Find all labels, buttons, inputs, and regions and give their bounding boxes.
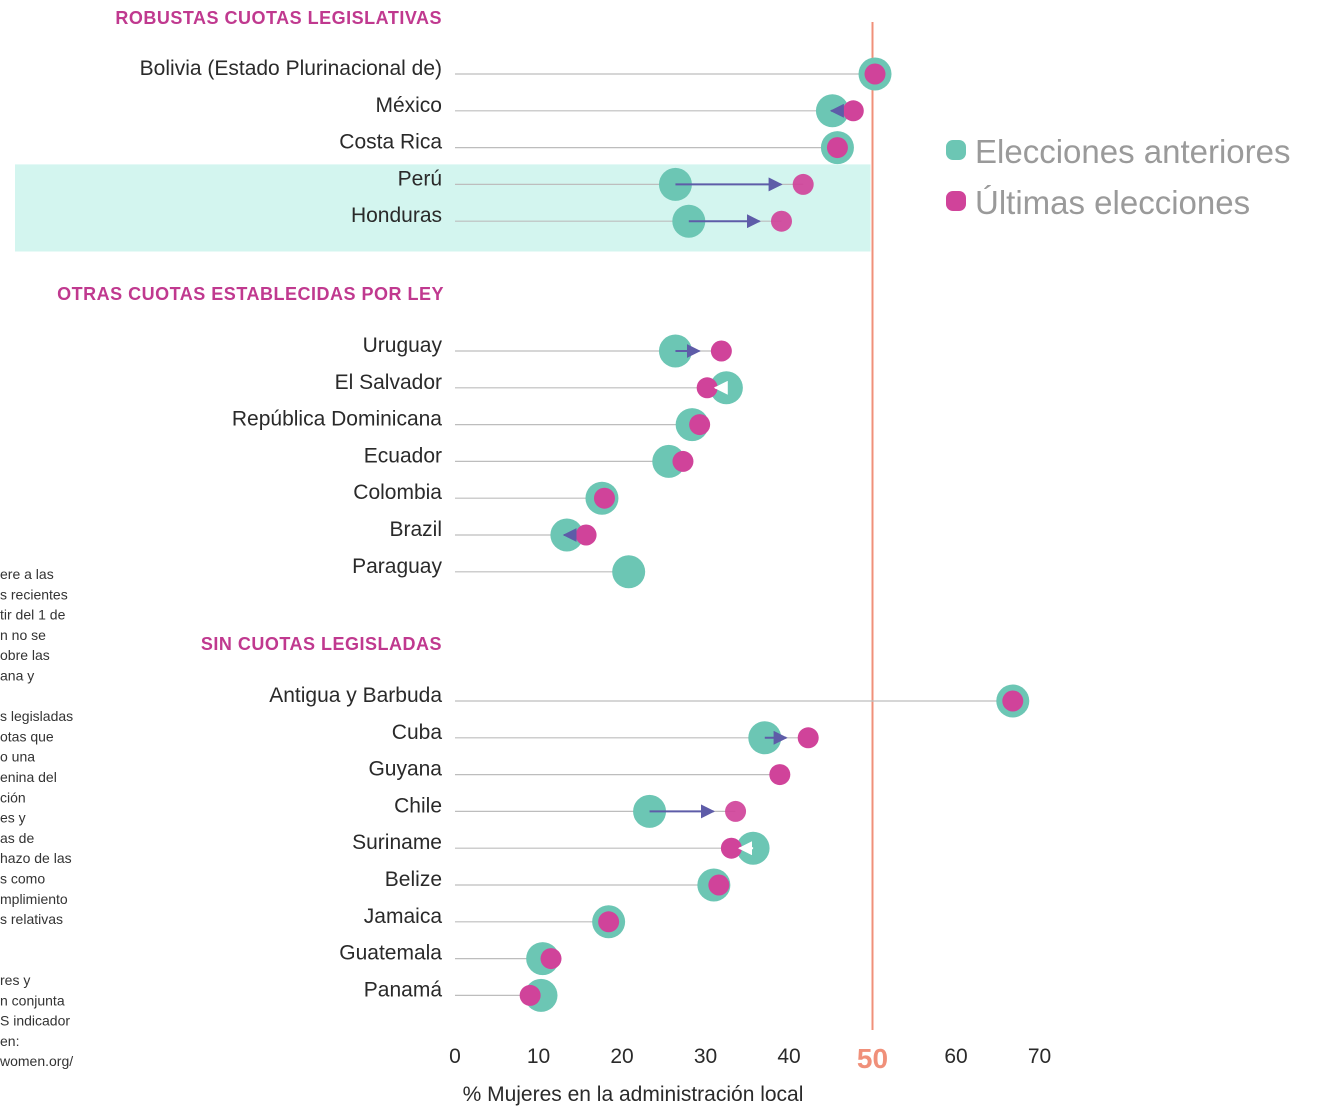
country-label: Suriname (352, 831, 442, 854)
country-label: Jamaica (364, 905, 443, 928)
point-ultimas-elecciones (792, 173, 814, 195)
country-label: República Dominicana (232, 408, 442, 431)
point-ultimas-elecciones (708, 874, 730, 896)
point-ultimas-elecciones (598, 911, 620, 933)
country-label: Honduras (351, 204, 442, 227)
legend-label: Últimas elecciones (975, 184, 1250, 221)
country-label: México (375, 94, 442, 117)
point-ultimas-elecciones (519, 984, 541, 1006)
country-label: Uruguay (363, 334, 443, 357)
legend-label: Elecciones anteriores (975, 133, 1291, 170)
side-note-line: otas que (0, 728, 54, 744)
x-tick-label: 20 (610, 1045, 633, 1068)
x-tick-label: 0 (449, 1045, 461, 1068)
side-note-line: tir del 1 de (0, 607, 66, 623)
point-elecciones-anteriores (612, 555, 646, 589)
side-note-line: s recientes (0, 586, 68, 602)
point-ultimas-elecciones (769, 764, 791, 786)
side-note-line: s legisladas (0, 708, 73, 724)
point-ultimas-elecciones (1002, 690, 1024, 712)
country-label: Costa Rica (339, 131, 442, 154)
side-note-line: en: (0, 1033, 19, 1049)
point-ultimas-elecciones (575, 524, 597, 546)
section-title: ROBUSTAS CUOTAS LEGISLATIVAS (115, 8, 442, 28)
point-ultimas-elecciones (696, 377, 718, 399)
point-ultimas-elecciones (770, 210, 792, 232)
point-ultimas-elecciones (797, 727, 819, 749)
country-label: Colombia (353, 481, 442, 504)
x-tick-label: 70 (1028, 1045, 1051, 1068)
x-tick-label: 50 (857, 1043, 888, 1074)
side-note-line: n conjunta (0, 992, 65, 1008)
side-note-line: s como (0, 871, 45, 887)
country-label: Cuba (392, 721, 443, 744)
country-label: Perú (398, 167, 442, 190)
country-label: Paraguay (352, 555, 442, 578)
side-note-line: S indicador (0, 1013, 70, 1029)
point-ultimas-elecciones (826, 137, 848, 159)
side-note-line: n no se (0, 627, 46, 643)
x-tick-label: 30 (694, 1045, 717, 1068)
country-label: Ecuador (364, 444, 442, 467)
section-title: SIN CUOTAS LEGISLADAS (201, 634, 442, 654)
x-tick-label: 60 (944, 1045, 967, 1068)
country-label: Antigua y Barbuda (269, 684, 442, 707)
side-note-line: hazo de las (0, 850, 72, 866)
point-ultimas-elecciones (710, 340, 732, 362)
country-label: Belize (385, 868, 442, 891)
point-ultimas-elecciones (540, 948, 562, 970)
side-note-line: ana y (0, 668, 34, 684)
side-note-line: obre las (0, 647, 50, 663)
highlight-band (15, 164, 871, 252)
country-label: El Salvador (335, 371, 442, 394)
side-note-line: women.org/ (0, 1053, 73, 1069)
point-ultimas-elecciones (864, 63, 886, 85)
legend-swatch (946, 140, 966, 160)
x-axis-title: % Mujeres en la administración local (463, 1083, 804, 1106)
point-ultimas-elecciones (672, 450, 694, 472)
point-ultimas-elecciones (842, 100, 864, 122)
side-note-line: es y (0, 810, 26, 826)
section-title: OTRAS CUOTAS ESTABLECIDAS POR LEY (57, 284, 444, 304)
side-note-line: as de (0, 830, 34, 846)
country-label: Guatemala (339, 942, 442, 965)
country-label: Bolivia (Estado Plurinacional de) (140, 57, 442, 80)
side-note-line: o una (0, 749, 35, 765)
x-tick-label: 40 (777, 1045, 800, 1068)
side-note-line: ción (0, 789, 26, 805)
point-ultimas-elecciones (720, 837, 742, 859)
x-tick-label: 10 (527, 1045, 550, 1068)
side-note-line: ere a las (0, 566, 54, 582)
side-note-line: mplimiento (0, 891, 68, 907)
side-note-line: res y (0, 972, 30, 988)
side-note-line: s relativas (0, 911, 63, 927)
country-label: Guyana (368, 758, 442, 781)
country-label: Chile (394, 794, 442, 817)
country-label: Panamá (364, 978, 443, 1001)
point-ultimas-elecciones (593, 487, 615, 509)
point-ultimas-elecciones (725, 800, 747, 822)
point-ultimas-elecciones (689, 414, 711, 436)
country-label: Brazil (389, 518, 442, 541)
legend-swatch (946, 191, 966, 211)
side-note-line: enina del (0, 769, 57, 785)
